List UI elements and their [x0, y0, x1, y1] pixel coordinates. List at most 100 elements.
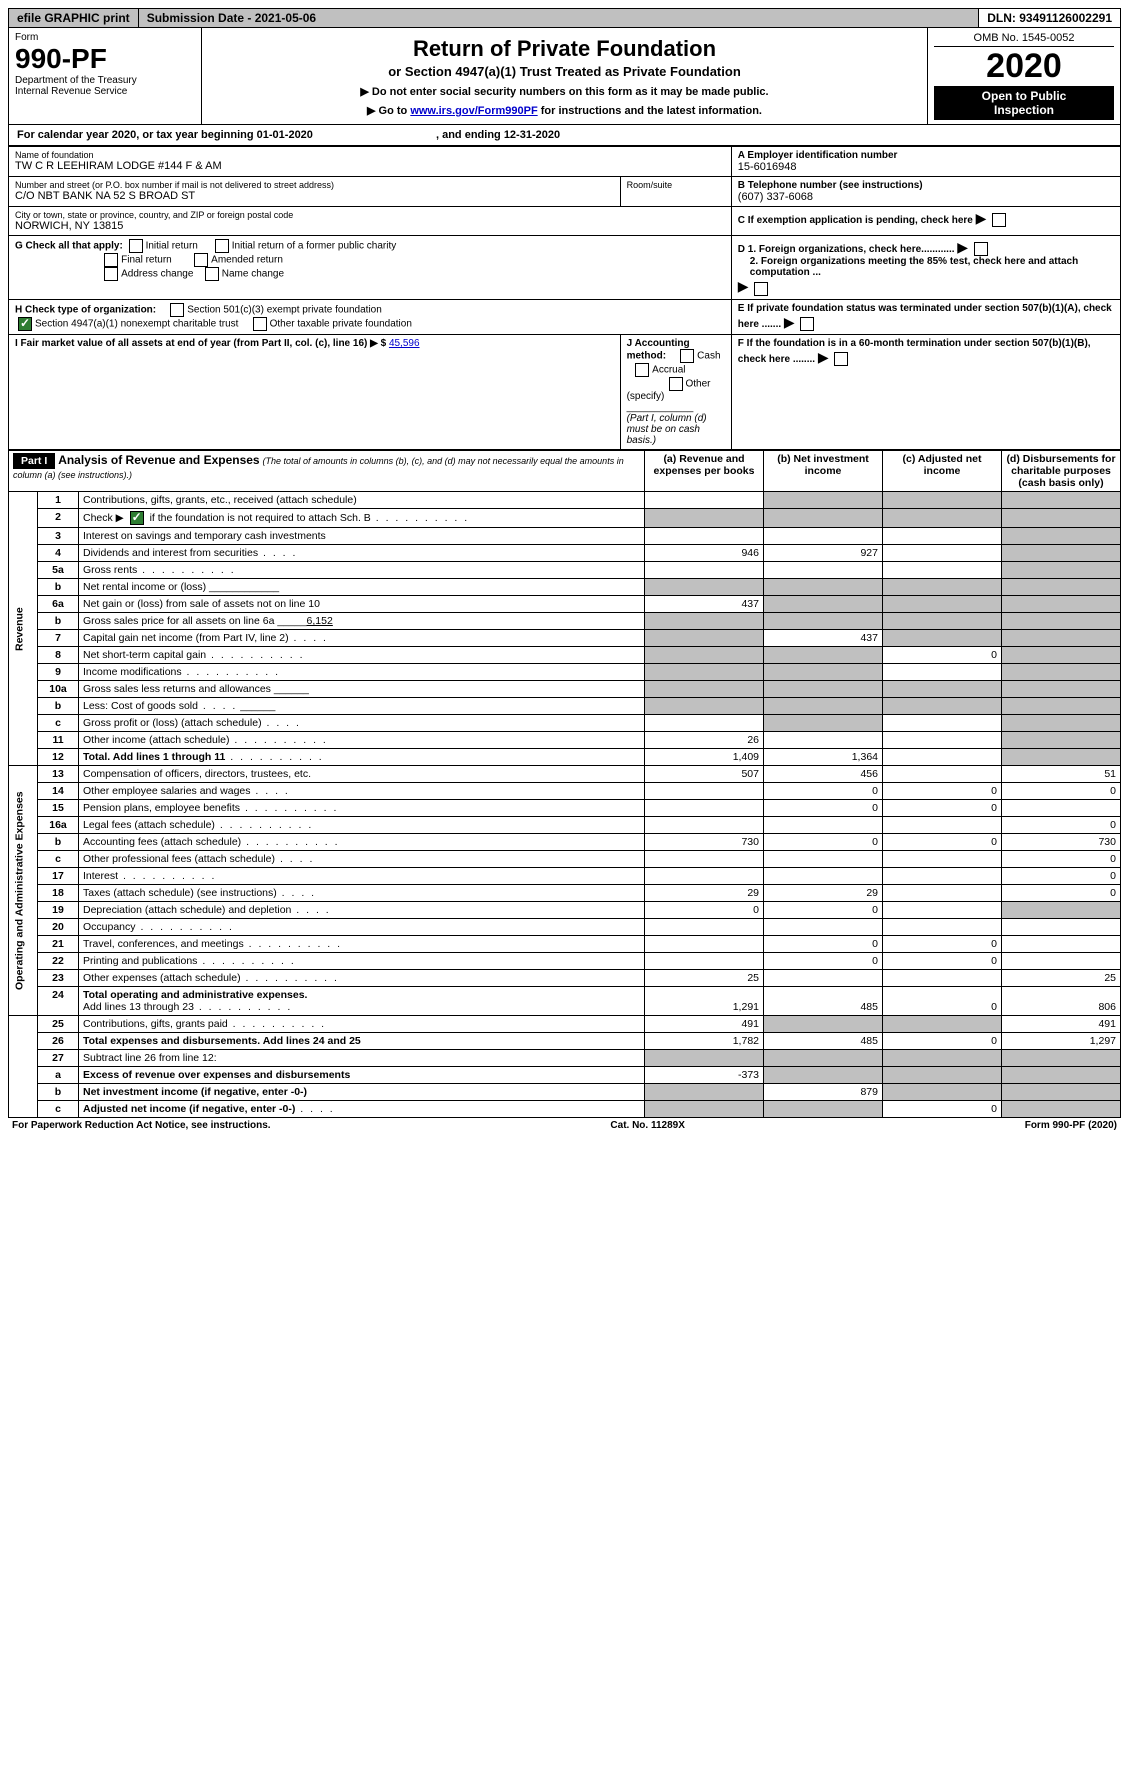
line-num: 20 [38, 919, 79, 936]
dept-treasury: Department of the Treasury [15, 75, 195, 86]
h-4947-checkbox[interactable] [18, 317, 32, 331]
phone-value: (607) 337-6068 [738, 191, 1114, 203]
g-initial-checkbox[interactable] [129, 239, 143, 253]
cell-value: 437 [645, 596, 764, 613]
address-label: Number and street (or P.O. box number if… [15, 180, 614, 190]
line-desc: Excess of revenue over expenses and disb… [79, 1067, 645, 1084]
form-header: Form 990-PF Department of the Treasury I… [8, 28, 1121, 125]
cell-value: 0 [1002, 851, 1121, 868]
line-desc: Net gain or (loss) from sale of assets n… [79, 596, 645, 613]
g-final-checkbox[interactable] [104, 253, 118, 267]
foundation-name-label: Name of foundation [15, 150, 725, 160]
h-label: H Check type of organization: [15, 304, 156, 315]
h-4947-label: Section 4947(a)(1) nonexempt charitable … [35, 318, 238, 329]
foundation-name: TW C R LEEHIRAM LODGE #144 F & AM [15, 160, 725, 172]
line-num: 4 [38, 545, 79, 562]
line-desc: Printing and publications [79, 953, 645, 970]
cell-value: 1,364 [764, 749, 883, 766]
j-cash-label: Cash [697, 351, 720, 362]
cell-value: 0 [883, 1033, 1002, 1050]
part1-title: Analysis of Revenue and Expenses [58, 453, 259, 467]
cell-value: 0 [883, 987, 1002, 1016]
line-desc: Total expenses and disbursements. Add li… [79, 1033, 645, 1050]
j-accrual-checkbox[interactable] [635, 363, 649, 377]
phone-label: B Telephone number (see instructions) [738, 180, 1114, 191]
cell-value: 0 [764, 834, 883, 851]
line-num: c [38, 1101, 79, 1118]
dept-irs: Internal Revenue Service [15, 86, 195, 97]
open-public-2: Inspection [937, 103, 1111, 117]
cell-value: 0 [1002, 817, 1121, 834]
line-desc: Net short-term capital gain [79, 647, 645, 664]
i-label: I Fair market value of all assets at end… [15, 338, 389, 349]
part1-table: Part I Analysis of Revenue and Expenses … [8, 450, 1121, 1118]
h-501c3-checkbox[interactable] [170, 303, 184, 317]
sch-b-checkbox[interactable] [130, 511, 144, 525]
part1-label: Part I [13, 453, 55, 469]
line-desc: Legal fees (attach schedule) [79, 817, 645, 834]
line-num: b [38, 834, 79, 851]
cell-value: 0 [1002, 868, 1121, 885]
c-exemption-checkbox[interactable] [992, 213, 1006, 227]
e-checkbox[interactable] [800, 317, 814, 331]
line-num: 14 [38, 783, 79, 800]
efile-button[interactable]: efile GRAPHIC print [9, 9, 139, 27]
col-a-header: (a) Revenue and expenses per books [645, 451, 764, 492]
cell-value: -373 [645, 1067, 764, 1084]
g-amended-checkbox[interactable] [194, 253, 208, 267]
line-num: 21 [38, 936, 79, 953]
footer-center: Cat. No. 11289X [610, 1120, 684, 1131]
line-desc: Net investment income (if negative, ente… [79, 1084, 645, 1101]
cell-value: 29 [645, 885, 764, 902]
cell-value: 0 [883, 953, 1002, 970]
calyear-begin: For calendar year 2020, or tax year begi… [17, 129, 313, 141]
arrow-icon: ▶ [957, 239, 968, 255]
d1-checkbox[interactable] [974, 242, 988, 256]
irs-link[interactable]: www.irs.gov/Form990PF [410, 105, 537, 117]
line-desc: Check ▶ if the foundation is not require… [79, 509, 645, 528]
c-exemption-label: C If exemption application is pending, c… [738, 215, 973, 226]
cell-value: 0 [764, 902, 883, 919]
cell-value: 491 [1002, 1016, 1121, 1033]
cell-value: 0 [645, 902, 764, 919]
line-num: 22 [38, 953, 79, 970]
arrow-icon: ▶ [818, 349, 829, 365]
g-initial-label: Initial return [146, 241, 198, 252]
line-num: 15 [38, 800, 79, 817]
line-desc: Dividends and interest from securities [79, 545, 645, 562]
line-desc: Total. Add lines 1 through 11 [79, 749, 645, 766]
line-desc: Less: Cost of goods sold ______ [79, 698, 645, 715]
j-other-checkbox[interactable] [669, 377, 683, 391]
cell-value: 0 [883, 783, 1002, 800]
line-num: 9 [38, 664, 79, 681]
g-name-checkbox[interactable] [205, 267, 219, 281]
line-desc: Other employee salaries and wages [79, 783, 645, 800]
line-num: 2 [38, 509, 79, 528]
line-desc: Gross rents [79, 562, 645, 579]
col-b-header: (b) Net investment income [764, 451, 883, 492]
line-num: c [38, 715, 79, 732]
d2-checkbox[interactable] [754, 282, 768, 296]
line-desc: Contributions, gifts, grants, etc., rece… [79, 492, 645, 509]
h-other-checkbox[interactable] [253, 317, 267, 331]
f-checkbox[interactable] [834, 352, 848, 366]
g-initial-former-checkbox[interactable] [215, 239, 229, 253]
line-desc: Travel, conferences, and meetings [79, 936, 645, 953]
cell-value: 1,782 [645, 1033, 764, 1050]
calyear-end: , and ending 12-31-2020 [436, 129, 560, 141]
cell-value: 0 [764, 936, 883, 953]
line-num: 12 [38, 749, 79, 766]
cell-value: 491 [645, 1016, 764, 1033]
line-num: 11 [38, 732, 79, 749]
line-num: b [38, 613, 79, 630]
g-address-checkbox[interactable] [104, 267, 118, 281]
d1-label: D 1. Foreign organizations, check here..… [738, 244, 955, 255]
g-address-label: Address change [121, 269, 193, 280]
line-desc: Pension plans, employee benefits [79, 800, 645, 817]
j-cash-checkbox[interactable] [680, 349, 694, 363]
cell-value: 0 [883, 936, 1002, 953]
line-desc: Capital gain net income (from Part IV, l… [79, 630, 645, 647]
arrow-icon: ▶ [738, 278, 749, 294]
cell-value: 0 [883, 647, 1002, 664]
line-desc: Depreciation (attach schedule) and deple… [79, 902, 645, 919]
